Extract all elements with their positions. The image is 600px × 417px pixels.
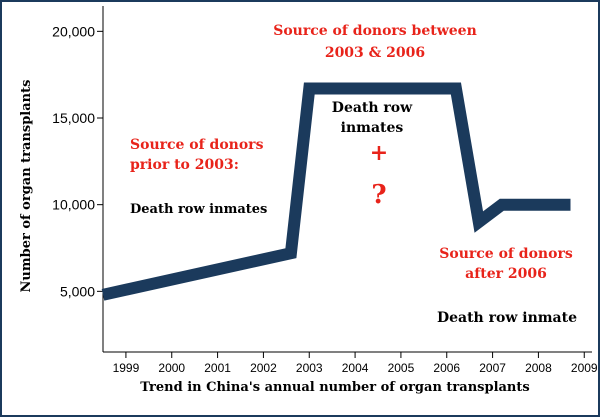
annotation-between-value: Death row	[332, 100, 413, 116]
annotation-prior: Source of donors	[130, 137, 264, 153]
annotation-prior: prior to 2003:	[130, 157, 239, 173]
x-tick-label: 2001	[204, 361, 231, 375]
x-tick-label: 2006	[433, 361, 460, 375]
x-tick-label: 2000	[158, 361, 185, 375]
annotation-between: Source of donors between	[273, 23, 477, 39]
annotation-after: Source of donors	[439, 246, 573, 262]
y-tick-label: 15,000	[52, 110, 95, 126]
annotation-after: after 2006	[465, 266, 547, 282]
x-tick-label: 2009	[571, 361, 598, 375]
x-tick-label: 2005	[388, 361, 415, 375]
x-tick-label: 2007	[479, 361, 506, 375]
annotation-prior-value: Death row inmates	[130, 202, 267, 217]
y-tick-label: 10,000	[52, 197, 95, 213]
y-axis-label: Number of organ transplants	[19, 80, 34, 293]
annotation-between: 2003 & 2006	[325, 45, 425, 61]
x-tick-label: 2008	[525, 361, 552, 375]
annotation-after-value: Death row inmate	[437, 310, 577, 326]
annotation-plus: +	[370, 140, 388, 166]
annotation-between-value: inmates	[341, 120, 404, 136]
x-tick-label: 2002	[250, 361, 277, 375]
annotation-question: ?	[371, 180, 386, 210]
y-tick-label: 20,000	[52, 23, 95, 39]
x-tick-label: 2004	[342, 361, 369, 375]
x-axis-label: Trend in China's annual number of organ …	[140, 380, 529, 395]
x-tick-label: 2003	[296, 361, 323, 375]
series-line	[101, 82, 571, 301]
x-tick-label: 1999	[113, 361, 140, 375]
y-tick-label: 5,000	[60, 283, 95, 299]
